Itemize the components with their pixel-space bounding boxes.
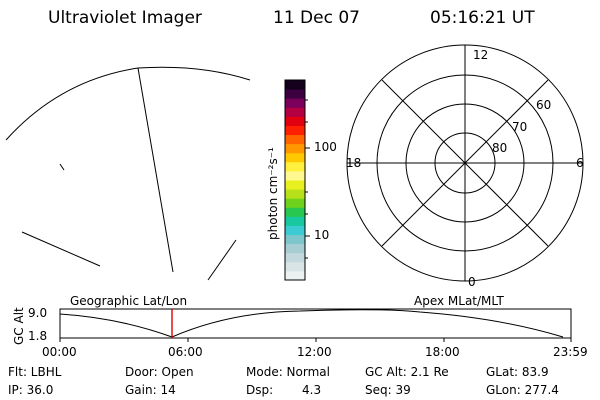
colorbar-cell [285, 234, 305, 245]
earth-limb-arc [5, 66, 251, 141]
colorbar-tick-100: 100 [314, 140, 337, 154]
lat-label-70: 70 [512, 120, 528, 134]
timeline-y-max: 9.0 [28, 306, 48, 320]
x-tick-1: 06:00 [168, 345, 203, 359]
colorbar-cell [285, 225, 305, 236]
mlt-label-6: 6 [576, 156, 584, 170]
status-mode: Mode: Normal [246, 365, 330, 379]
date-label: 11 Dec 07 [273, 8, 360, 28]
colorbar-cell [285, 152, 305, 163]
colorbar-tick-10: 10 [314, 228, 330, 242]
status-dsp-value: 4.3 [302, 383, 322, 397]
colorbar-cell [285, 125, 305, 136]
x-tick-3: 18:00 [425, 345, 460, 359]
time-label: 05:16:21 UT [430, 8, 535, 28]
timeline-right-label: Apex MLat/MLT [414, 294, 504, 308]
status-door: Door: Open [125, 365, 194, 379]
status-ip: IP: 36.0 [8, 383, 54, 397]
coast-segment-1 [21, 231, 101, 267]
colorbar-cell [285, 134, 305, 145]
colorbar-cell [285, 116, 305, 126]
colorbar-cell [285, 207, 305, 217]
mlt-diagonal-2 [381, 79, 549, 247]
colorbar-cell [285, 198, 305, 208]
timeline-left-label: Geographic Lat/Lon [70, 294, 188, 308]
colorbar-cell [285, 161, 305, 172]
mlt-label-18: 18 [346, 156, 362, 170]
status-gc-alt: GC Alt: 2.1 Re [365, 365, 449, 379]
colorbar-cell [285, 189, 305, 199]
timeline-frame [59, 308, 572, 339]
x-tick-2: 12:00 [297, 345, 332, 359]
status-glon: GLon: 277.4 [486, 383, 559, 397]
status-glat: GLat: 83.9 [486, 365, 549, 379]
lat-label-60: 60 [536, 98, 552, 112]
altitude-curve [59, 309, 564, 338]
mlt-label-12: 12 [473, 48, 489, 62]
x-tick-4: 23:59 [553, 345, 588, 359]
colorbar-cell [285, 98, 305, 108]
colorbar-cell [285, 180, 305, 190]
colorbar-cell [285, 216, 305, 226]
imager-title: Ultraviolet Imager [48, 8, 202, 28]
colorbar-cell [285, 252, 305, 263]
status-seq: Seq: 39 [365, 383, 411, 397]
coast-segment-3 [59, 163, 65, 171]
colorbar-cell [285, 270, 305, 281]
status-gain: Gain: 14 [125, 383, 176, 397]
coast-segment-2 [207, 239, 237, 281]
colorbar-cell [285, 80, 305, 90]
lat-label-80: 80 [492, 141, 508, 155]
mlt-label-0: 0 [468, 275, 476, 289]
meridian-line [137, 67, 174, 273]
timeline-y-min: 1.8 [28, 329, 48, 343]
status-filter: Flt: LBHL [8, 365, 62, 379]
colorbar-cell [285, 89, 305, 99]
colorbar-cell [285, 143, 305, 154]
colorbar-cell [285, 243, 305, 254]
colorbar-cell [285, 261, 305, 272]
colorbar-cell [285, 107, 305, 117]
colorbar-cell [285, 170, 305, 181]
status-dsp-label: Dsp: [246, 383, 274, 397]
x-tick-0: 00:00 [42, 345, 77, 359]
